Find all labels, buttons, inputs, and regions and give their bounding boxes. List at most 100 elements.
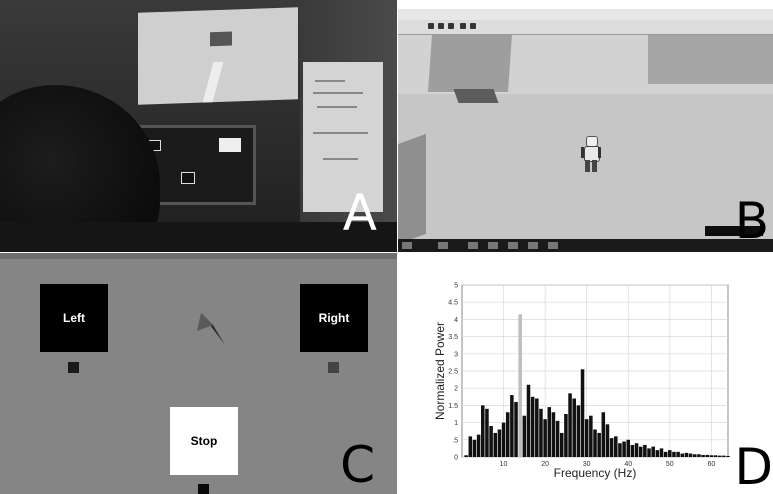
bar: [713, 455, 718, 457]
bar: [547, 407, 552, 457]
sim-pillar-shadow: [453, 89, 499, 103]
bar: [692, 454, 697, 457]
taskbar-item[interactable]: [508, 242, 518, 249]
bar: [630, 444, 635, 457]
whiteboard: [303, 62, 383, 212]
bar: [618, 443, 622, 457]
bar: [680, 453, 685, 457]
bar: [722, 455, 726, 457]
bar: [684, 452, 689, 457]
panel-label-a: A: [342, 184, 377, 242]
projected-path: [202, 61, 224, 103]
taskbar-item[interactable]: [488, 242, 498, 249]
bar: [493, 432, 498, 457]
pause-icon[interactable]: [470, 23, 476, 29]
bar: [605, 424, 610, 457]
panel-label-d: D: [734, 438, 773, 494]
bar: [535, 398, 539, 457]
bar: [717, 455, 722, 457]
humanoid-robot: [581, 136, 601, 174]
bar: [464, 455, 468, 457]
y-tick-label: 5: [454, 283, 458, 290]
bar: [497, 429, 502, 457]
y-tick-label: 1.5: [448, 403, 458, 410]
os-taskbar: [398, 239, 773, 252]
toolbar-button-icon[interactable]: [448, 23, 454, 29]
bar: [655, 450, 660, 457]
y-tick-label: 4.5: [448, 300, 458, 307]
y-tick-label: 2: [454, 386, 458, 393]
taskbar-item[interactable]: [438, 242, 448, 249]
panel-label-b: B: [734, 192, 769, 250]
bar: [726, 455, 730, 457]
direction-arrow-icon: [197, 313, 225, 345]
bar: [514, 401, 518, 457]
bar: [701, 454, 705, 457]
bar: [522, 415, 527, 457]
bar: [510, 395, 514, 457]
bar: [572, 398, 576, 457]
bar: [634, 443, 639, 457]
left-target[interactable]: Left: [40, 284, 108, 352]
bar: [476, 434, 481, 457]
y-tick-label: .5: [452, 437, 458, 444]
taskbar-item[interactable]: [468, 242, 478, 249]
y-tick-label: 2.5: [448, 369, 458, 376]
x-tick-label: 30: [583, 461, 591, 468]
taskbar-item[interactable]: [528, 242, 538, 249]
divider: [0, 253, 397, 259]
panel-c-stimulus-interface: Left Right Stop C: [0, 253, 397, 494]
bar: [543, 419, 547, 457]
bar: [709, 455, 714, 457]
bar: [609, 438, 614, 457]
bar: [501, 422, 506, 457]
bar: [638, 446, 643, 457]
bar: [539, 408, 543, 457]
spectrum-chart-svg: 0 .5 1 1.5 2 2.5 3 3.5 4 4.5 5 10 20 30 40 50 60 Frequenc…: [433, 283, 730, 480]
bar: [651, 446, 655, 457]
sim-pillar-right: [648, 34, 773, 84]
right-target[interactable]: Right: [300, 284, 368, 352]
bar: [530, 396, 535, 457]
bar: [659, 448, 664, 457]
right-indicator: [328, 362, 339, 373]
bar: [593, 429, 597, 457]
play-icon[interactable]: [460, 23, 466, 29]
bar: [481, 405, 485, 457]
left-indicator: [68, 362, 79, 373]
bar: [697, 454, 701, 457]
bar: [564, 414, 568, 457]
bar: [705, 454, 709, 457]
bar: [601, 412, 606, 457]
stop-target-label: Stop: [190, 434, 218, 448]
x-tick-label: 10: [500, 461, 508, 468]
taskbar-item[interactable]: [402, 242, 412, 249]
x-tick-label: 50: [666, 461, 674, 468]
y-tick-label: 1: [454, 420, 458, 427]
y-axis-label: Normalized Power: [433, 322, 447, 420]
sim-pillar-left: [427, 34, 513, 92]
y-tick-label: 3: [454, 351, 458, 358]
bar: [526, 384, 531, 457]
bar: [489, 426, 493, 457]
bar-highlighted: [518, 314, 522, 457]
bar: [555, 420, 560, 457]
bar: [505, 412, 510, 457]
y-tick-label: 0: [454, 455, 458, 462]
bar: [614, 436, 618, 457]
bar: [472, 439, 477, 457]
bar: [589, 415, 593, 457]
bar: [676, 451, 680, 457]
y-tick-label: 4: [454, 317, 458, 324]
toolbar-button-icon[interactable]: [428, 23, 434, 29]
toolbar-button-icon[interactable]: [438, 23, 444, 29]
panel-a-photo: A: [0, 0, 397, 252]
panel-label-c: C: [340, 436, 375, 494]
x-tick-label: 60: [707, 461, 715, 468]
left-target-label: Left: [63, 311, 85, 325]
taskbar-item[interactable]: [548, 242, 558, 249]
stop-target[interactable]: Stop: [170, 407, 238, 475]
stop-indicator: [198, 484, 209, 494]
x-tick-label: 40: [624, 461, 632, 468]
desk: [0, 222, 397, 252]
